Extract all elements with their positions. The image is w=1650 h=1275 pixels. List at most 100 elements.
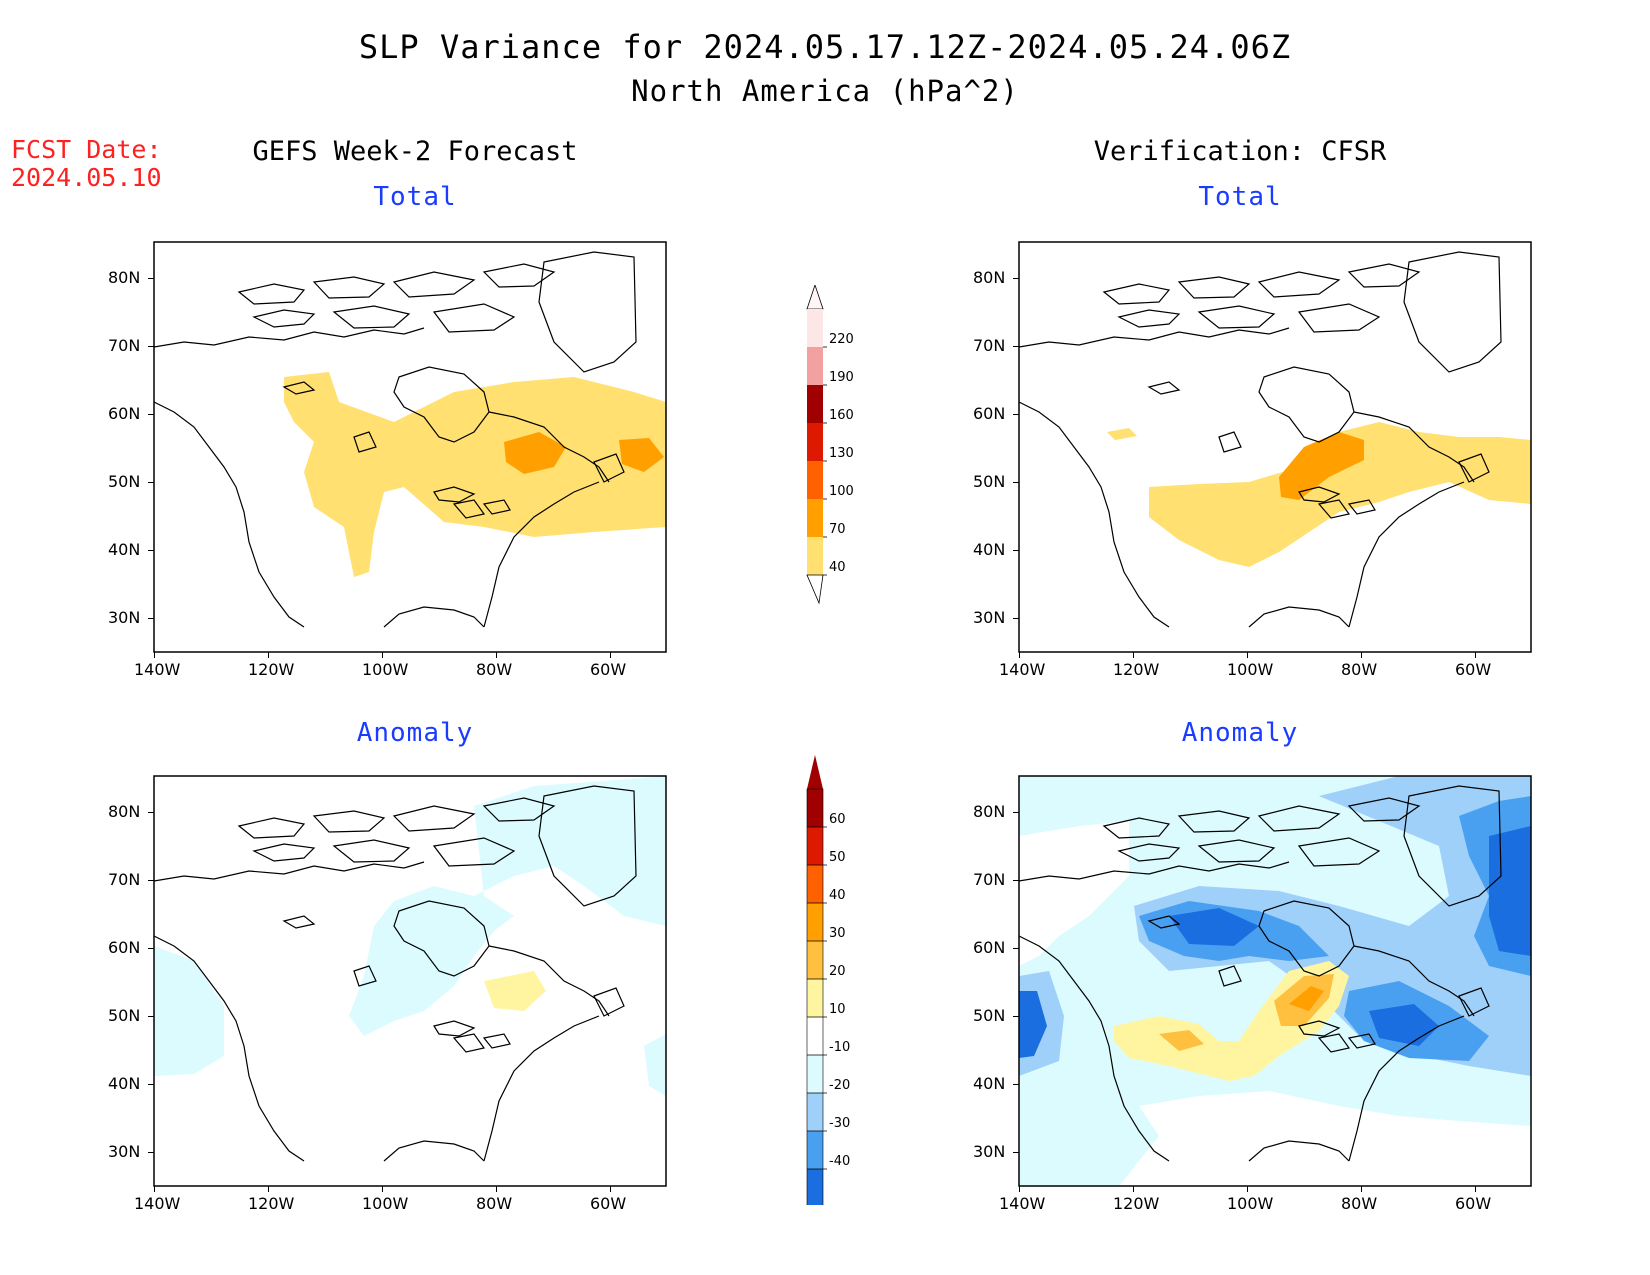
column-title-forecast: GEFS Week-2 Forecast (252, 136, 578, 167)
lat-tick-label: 70N (973, 336, 1006, 355)
colorbar-anomaly-segment (807, 1093, 823, 1131)
lat-tick-label: 80N (973, 802, 1006, 821)
colorbar-total-segment (807, 385, 823, 423)
map-verification-anomaly (1018, 775, 1532, 1187)
lat-tick-label: 50N (108, 1006, 141, 1025)
colorbar-anomaly-segment (807, 1131, 823, 1169)
lat-tick-mark (148, 414, 154, 415)
lat-tick-label: 40N (108, 540, 141, 559)
map-frame (1018, 241, 1532, 653)
anomaly-30-40-region (1289, 986, 1324, 1011)
lon-tick-label: 80W (1341, 1194, 1378, 1213)
colorbar-anomaly-label: 20 (829, 964, 846, 979)
lat-tick-mark (1013, 414, 1019, 415)
colorbar-anomaly-label: -20 (829, 1078, 850, 1093)
lat-tick-label: 70N (108, 336, 141, 355)
lat-tick-mark (148, 812, 154, 813)
colorbar-total-label: 190 (829, 370, 854, 385)
colorbar-total-label: 40 (829, 560, 846, 575)
colorbar-anomaly-label: 50 (829, 850, 846, 865)
lat-tick-label: 30N (973, 608, 1006, 627)
lon-tick-mark (610, 652, 611, 658)
colorbar-anomaly-frame (806, 788, 824, 1205)
lat-tick-label: 50N (973, 472, 1006, 491)
lat-tick-mark (1013, 550, 1019, 551)
lon-tick-label: 80W (1341, 660, 1378, 679)
colorbar-total-bottom-triangle (806, 574, 824, 605)
lat-tick-mark (148, 618, 154, 619)
fcst-date-value: 2024.05.10 (11, 163, 162, 192)
lon-tick-mark (1019, 652, 1020, 658)
lon-tick-label: 120W (248, 1194, 295, 1213)
lat-tick-label: 80N (973, 268, 1006, 287)
fcst-date-label: FCST Date: (11, 135, 162, 164)
variance-40-70-region (1149, 422, 1531, 567)
lon-tick-label: 60W (1455, 1194, 1492, 1213)
variance-40-70-region (1107, 428, 1137, 440)
colorbar-anomaly: 60 50 40 30 20 10 -10 -20 -30 -40 (806, 755, 850, 1205)
anomaly-20-30-region (1159, 1030, 1204, 1051)
column-title-verification: Verification: CFSR (1093, 136, 1387, 167)
lat-tick-label: 80N (108, 802, 141, 821)
main-title: SLP Variance for 2024.05.17.12Z-2024.05.… (358, 28, 1292, 66)
lat-tick-label: 40N (108, 1074, 141, 1093)
lon-tick-mark (1475, 1186, 1476, 1192)
lon-tick-mark (1361, 652, 1362, 658)
colorbar-total-label: 160 (829, 408, 854, 423)
colorbar-total-segment (807, 499, 823, 537)
lon-tick-label: 100W (1227, 660, 1274, 679)
lat-tick-label: 50N (108, 472, 141, 491)
lon-tick-mark (610, 1186, 611, 1192)
colorbar-anomaly-label: 30 (829, 926, 846, 941)
panel-title-forecast-anomaly: Anomaly (356, 718, 474, 748)
lat-tick-mark (148, 1084, 154, 1085)
panel-title-verification-anomaly: Anomaly (1181, 718, 1299, 748)
lon-tick-label: 80W (476, 1194, 513, 1213)
lat-tick-mark (1013, 346, 1019, 347)
lat-tick-mark (1013, 812, 1019, 813)
lon-tick-label: 80W (476, 660, 513, 679)
lon-tick-label: 120W (1113, 660, 1160, 679)
colorbar-total-label: 130 (829, 446, 854, 461)
lat-tick-mark (1013, 618, 1019, 619)
colorbar-anomaly-label: -40 (829, 1154, 850, 1169)
colorbar-anomaly-top-triangle (807, 755, 823, 789)
lon-tick-mark (382, 1186, 383, 1192)
lon-tick-label: 140W (134, 660, 181, 679)
lon-tick-mark (268, 652, 269, 658)
lat-tick-mark (1013, 880, 1019, 881)
anomaly-neutral-region (1019, 821, 1129, 966)
lon-tick-mark (382, 652, 383, 658)
lon-tick-label: 100W (362, 660, 409, 679)
map-frame (153, 775, 667, 1187)
lon-tick-label: 100W (1227, 1194, 1274, 1213)
colorbar-anomaly-label: 40 (829, 888, 846, 903)
colorbar-anomaly-segment (807, 903, 823, 941)
colorbar-total-label: 100 (829, 484, 854, 499)
anomaly-neg10-neg20-region (644, 1034, 666, 1096)
lat-tick-mark (148, 278, 154, 279)
colorbar-anomaly-segment (807, 941, 823, 979)
lon-tick-label: 100W (362, 1194, 409, 1213)
lat-tick-mark (148, 482, 154, 483)
lon-tick-label: 140W (999, 1194, 1046, 1213)
colorbar-anomaly-segment (807, 789, 823, 827)
lon-tick-mark (496, 652, 497, 658)
lat-tick-mark (148, 1016, 154, 1017)
lat-tick-mark (148, 948, 154, 949)
anomaly-neutral-region (1119, 1091, 1531, 1186)
lat-tick-label: 30N (973, 1142, 1006, 1161)
colorbar-total-label: 220 (829, 332, 854, 347)
variance-70-100-region (619, 438, 664, 472)
lat-tick-label: 60N (973, 404, 1006, 423)
lon-tick-label: 60W (590, 660, 627, 679)
main-subtitle: North America (hPa^2) (631, 74, 1019, 108)
panel-title-forecast-total: Total (373, 182, 457, 212)
lat-tick-label: 70N (108, 870, 141, 889)
lon-tick-mark (154, 1186, 155, 1192)
lat-tick-label: 40N (973, 1074, 1006, 1093)
lon-tick-mark (154, 652, 155, 658)
lat-tick-mark (148, 880, 154, 881)
anomaly-below-neg40-region (1169, 908, 1259, 946)
lat-tick-mark (1013, 948, 1019, 949)
